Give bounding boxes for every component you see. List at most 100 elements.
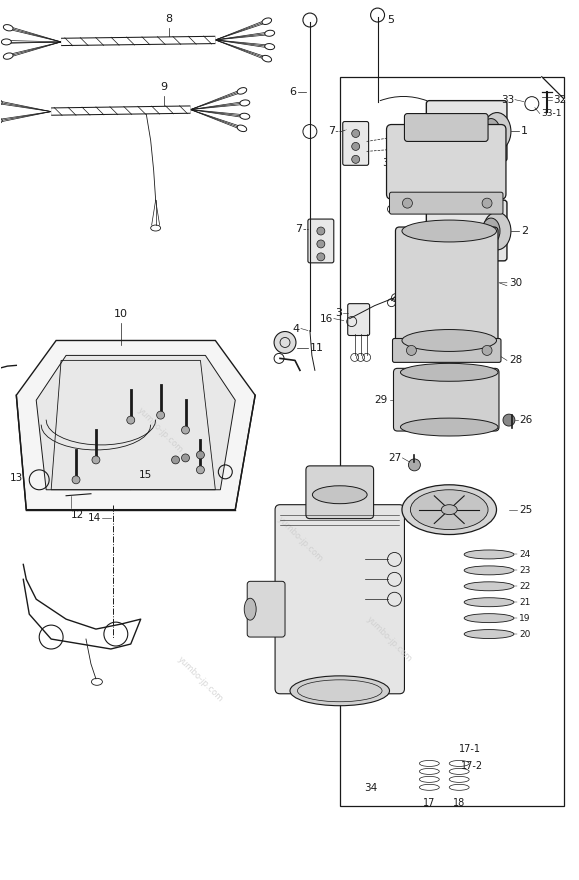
Circle shape: [482, 346, 492, 356]
Text: 23: 23: [519, 566, 530, 575]
FancyBboxPatch shape: [343, 121, 369, 165]
Ellipse shape: [411, 490, 488, 530]
Circle shape: [351, 129, 360, 137]
Text: 26: 26: [519, 415, 532, 425]
Text: 29: 29: [374, 395, 387, 405]
Text: 22: 22: [519, 582, 530, 590]
Text: 33-1: 33-1: [541, 109, 561, 118]
Text: 33: 33: [501, 95, 514, 105]
Ellipse shape: [244, 598, 256, 620]
Ellipse shape: [441, 505, 457, 515]
Text: 28: 28: [509, 356, 522, 365]
Text: 8: 8: [165, 14, 172, 24]
Ellipse shape: [290, 676, 390, 706]
Circle shape: [157, 411, 164, 419]
FancyBboxPatch shape: [394, 369, 499, 431]
Text: 4: 4: [293, 324, 300, 334]
Ellipse shape: [464, 582, 514, 590]
Circle shape: [402, 198, 412, 208]
FancyBboxPatch shape: [426, 200, 507, 260]
Circle shape: [503, 414, 515, 426]
Circle shape: [317, 227, 325, 235]
Ellipse shape: [402, 220, 497, 242]
Text: yumbo-jp.com: yumbo-jp.com: [176, 655, 225, 703]
FancyBboxPatch shape: [395, 227, 498, 344]
Text: 32: 32: [553, 95, 566, 105]
FancyBboxPatch shape: [390, 192, 503, 214]
Text: 17: 17: [423, 798, 435, 808]
FancyBboxPatch shape: [405, 114, 488, 142]
FancyBboxPatch shape: [308, 219, 334, 263]
Ellipse shape: [401, 418, 498, 436]
Circle shape: [127, 416, 135, 424]
Ellipse shape: [482, 119, 500, 144]
Text: 16: 16: [320, 313, 333, 324]
FancyBboxPatch shape: [275, 505, 405, 693]
Circle shape: [171, 456, 179, 464]
Text: 30: 30: [509, 278, 522, 288]
Circle shape: [182, 426, 189, 434]
Text: 11: 11: [310, 343, 324, 354]
Text: 17-1: 17-1: [459, 744, 481, 753]
Ellipse shape: [464, 598, 514, 606]
Circle shape: [182, 454, 189, 462]
Text: 25: 25: [519, 504, 532, 515]
Text: 9: 9: [160, 82, 167, 92]
FancyBboxPatch shape: [393, 339, 501, 363]
Bar: [340, 77, 564, 806]
Circle shape: [351, 143, 360, 150]
Ellipse shape: [482, 218, 500, 244]
FancyBboxPatch shape: [348, 304, 369, 335]
Text: 17-2: 17-2: [461, 761, 483, 772]
Text: 31: 31: [382, 158, 395, 168]
Circle shape: [196, 466, 204, 473]
Text: 10: 10: [114, 309, 128, 319]
Circle shape: [196, 451, 204, 458]
Circle shape: [317, 253, 325, 260]
Circle shape: [408, 458, 420, 471]
Text: 14: 14: [87, 513, 101, 523]
Text: 6: 6: [289, 86, 296, 97]
Ellipse shape: [464, 550, 514, 559]
Circle shape: [72, 476, 80, 484]
Text: 3: 3: [335, 308, 342, 318]
Ellipse shape: [464, 629, 514, 639]
Ellipse shape: [313, 486, 367, 503]
Text: 15: 15: [139, 470, 152, 480]
Text: 13: 13: [10, 473, 23, 483]
Text: 12: 12: [71, 510, 85, 520]
Ellipse shape: [464, 613, 514, 623]
Polygon shape: [16, 341, 255, 510]
Circle shape: [406, 346, 416, 356]
Text: 5: 5: [387, 15, 394, 25]
Text: 24: 24: [519, 550, 530, 559]
Text: 19: 19: [519, 613, 530, 623]
FancyBboxPatch shape: [306, 466, 373, 518]
Text: 7: 7: [295, 224, 302, 234]
Text: 20: 20: [519, 629, 530, 639]
FancyBboxPatch shape: [387, 125, 506, 199]
Ellipse shape: [464, 566, 514, 575]
Text: yumbo-jp.com: yumbo-jp.com: [136, 406, 185, 455]
Text: 1: 1: [521, 127, 528, 136]
Text: 18: 18: [453, 798, 466, 808]
Ellipse shape: [483, 212, 511, 250]
Ellipse shape: [401, 363, 498, 381]
Circle shape: [317, 240, 325, 248]
Circle shape: [126, 485, 135, 495]
Circle shape: [351, 156, 360, 164]
Text: yumbo-jp.com: yumbo-jp.com: [276, 515, 324, 564]
Circle shape: [92, 456, 100, 464]
Circle shape: [274, 332, 296, 354]
Text: 21: 21: [519, 598, 530, 606]
Ellipse shape: [402, 485, 497, 534]
FancyBboxPatch shape: [426, 100, 507, 161]
Ellipse shape: [402, 329, 497, 351]
FancyBboxPatch shape: [247, 582, 285, 637]
Text: yumbo-jp.com: yumbo-jp.com: [365, 614, 414, 664]
Text: 27: 27: [388, 453, 401, 463]
Text: 34: 34: [365, 783, 378, 794]
Text: 2: 2: [521, 226, 528, 236]
Text: 7: 7: [328, 127, 335, 136]
Circle shape: [482, 198, 492, 208]
